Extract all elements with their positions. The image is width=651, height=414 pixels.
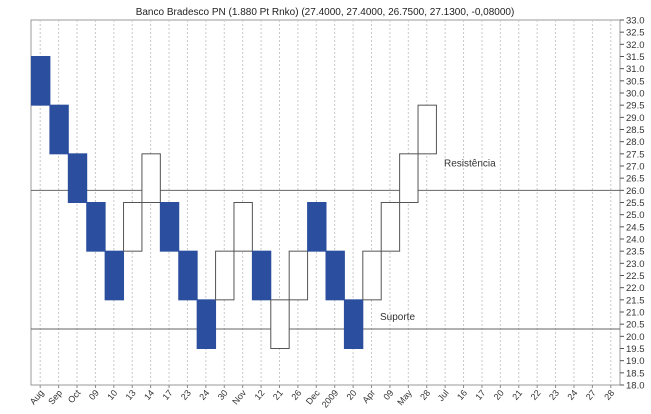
y-tick-label: 31.5 — [626, 52, 645, 63]
y-tick-label: 30.5 — [626, 76, 645, 87]
x-tick-label: 2009 — [320, 388, 341, 409]
brick-down — [325, 250, 345, 301]
brick-up — [270, 299, 290, 350]
x-tick-label: 10 — [105, 388, 119, 402]
x-tick-label: 17 — [160, 388, 174, 402]
y-tick-label: 21.0 — [626, 308, 645, 319]
y-tick-label: 19.0 — [626, 356, 645, 367]
y-tick-label: 22.5 — [626, 271, 645, 282]
brick-down — [104, 250, 125, 301]
y-tick-label: 26.0 — [626, 186, 645, 197]
x-tick-label: 30 — [216, 388, 230, 402]
y-tick-label: 32.0 — [626, 40, 645, 51]
x-tick-label: 27 — [584, 388, 598, 402]
y-tick-label: 27.0 — [626, 162, 645, 173]
brick-up — [233, 202, 253, 252]
y-tick-label: 25.0 — [626, 210, 645, 221]
x-tick-label: 22 — [529, 388, 543, 402]
brick-down — [343, 299, 364, 350]
x-tick-label: Sep — [46, 388, 64, 407]
x-tick-label: 24 — [197, 388, 211, 402]
y-tick-label: 24.5 — [626, 222, 645, 233]
y-tick-label: 24.0 — [626, 235, 645, 246]
y-tick-label: 28.5 — [626, 125, 645, 136]
x-tick-label: 21 — [510, 388, 524, 402]
y-tick-label: 20.5 — [626, 320, 645, 331]
y-tick-label: 20.0 — [626, 332, 645, 343]
x-tick-label: 28 — [602, 388, 616, 402]
y-tick-label: 32.5 — [626, 28, 645, 39]
x-tick-label: 23 — [179, 388, 193, 402]
brick-down — [86, 202, 106, 252]
brick-down — [31, 56, 51, 106]
y-tick-label: 21.5 — [626, 295, 645, 306]
reference-lines: Resistência Suporte — [31, 158, 620, 330]
reference-line-label: Suporte — [380, 312, 415, 323]
brick-up — [417, 104, 437, 155]
x-tick-label: 28 — [418, 388, 432, 402]
brick-down — [307, 202, 327, 252]
brick-down — [251, 250, 272, 301]
brick-up — [215, 250, 235, 301]
grid-layer — [30, 19, 621, 386]
brick-down — [67, 153, 88, 203]
brick-down — [49, 104, 69, 155]
x-tick-label: Oct — [66, 387, 83, 405]
x-axis: Aug Sep Oct 09 10 13 14 17 23 24 30 Nov 12 21 26 Dec200… — [28, 385, 616, 410]
x-tick-label: Nov — [230, 387, 248, 406]
x-tick-label: 12 — [253, 388, 267, 402]
x-tick-label: Jul — [436, 388, 451, 403]
y-tick-label: 22.0 — [626, 283, 645, 294]
brick-up — [141, 153, 161, 203]
x-tick-label: 09 — [87, 388, 101, 402]
x-tick-label: 20 — [345, 388, 359, 402]
y-tick-label: 31.0 — [626, 64, 645, 75]
x-tick-label: May — [395, 387, 414, 407]
x-tick-label: 14 — [142, 388, 156, 402]
x-tick-label: 16 — [455, 388, 469, 402]
brick-up — [380, 202, 401, 252]
y-tick-label: 33.0 — [626, 16, 645, 27]
chart-title: Banco Bradesco PN (1.880 Pt Rnko) (27.40… — [136, 7, 515, 18]
y-tick-label: 23.0 — [626, 259, 645, 270]
x-tick-label: 20 — [492, 388, 506, 402]
x-tick-label: 17 — [473, 388, 487, 402]
x-tick-label: 13 — [124, 388, 138, 402]
y-tick-label: 18.5 — [626, 368, 645, 379]
brick-up — [399, 153, 419, 203]
x-tick-label: 26 — [289, 388, 303, 402]
y-tick-label: 27.5 — [626, 149, 645, 160]
x-tick-label: Aug — [28, 388, 46, 407]
y-tick-label: 18.0 — [626, 381, 645, 392]
y-tick-label: 30.0 — [626, 89, 645, 100]
y-tick-label: 26.5 — [626, 174, 645, 185]
y-tick-label: 25.5 — [626, 198, 645, 209]
x-tick-label: 23 — [547, 388, 561, 402]
brick-up — [123, 202, 143, 252]
brick-up — [288, 250, 309, 301]
x-tick-label: 24 — [565, 388, 579, 402]
brick-down — [196, 299, 217, 350]
x-tick-label: 09 — [381, 388, 395, 402]
y-tick-label: 29.5 — [626, 101, 645, 112]
brick-down — [178, 250, 198, 301]
brick-down — [159, 202, 180, 252]
x-tick-label: 21 — [271, 388, 285, 402]
x-tick-label: Apr — [360, 388, 377, 405]
y-tick-label: 23.5 — [626, 247, 645, 258]
bricks-layer — [31, 56, 437, 350]
y-axis: 18.0 18.519.019.520.020.521.0 21.522.022.5… — [620, 16, 645, 392]
reference-line-label: Resistência — [444, 158, 496, 169]
y-tick-label: 29.0 — [626, 113, 645, 124]
y-tick-label: 28.0 — [626, 137, 645, 148]
brick-up — [362, 250, 382, 301]
y-tick-label: 19.5 — [626, 344, 645, 355]
